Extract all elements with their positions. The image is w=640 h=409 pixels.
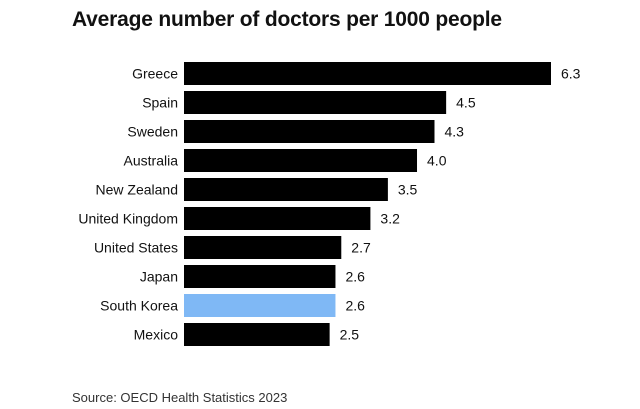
category-label: Sweden	[127, 124, 178, 140]
value-label: 4.5	[456, 95, 476, 111]
value-label: 2.5	[340, 327, 360, 343]
bar	[184, 62, 551, 85]
bar	[184, 178, 388, 201]
category-label: New Zealand	[96, 182, 179, 198]
value-label: 4.0	[427, 153, 447, 169]
chart-title: Average number of doctors per 1000 peopl…	[72, 8, 502, 31]
source-note: Source: OECD Health Statistics 2023	[72, 390, 288, 405]
category-label: Japan	[140, 269, 178, 285]
bar	[184, 120, 435, 143]
category-label: Spain	[142, 95, 178, 111]
value-label: 6.3	[561, 66, 581, 82]
bar	[184, 265, 336, 288]
bar	[184, 149, 418, 172]
value-label: 3.2	[380, 211, 400, 227]
value-label: 3.5	[398, 182, 418, 198]
category-label: South Korea	[100, 298, 178, 314]
bar	[184, 91, 447, 114]
category-label: United Kingdom	[78, 211, 178, 227]
category-label: Greece	[132, 66, 178, 82]
value-label: 2.6	[345, 269, 365, 285]
value-label: 2.7	[351, 240, 371, 256]
bar	[184, 236, 342, 259]
category-label: United States	[94, 240, 178, 256]
category-label: Australia	[124, 153, 179, 169]
value-label: 2.6	[345, 298, 365, 314]
bar	[184, 207, 371, 230]
value-label: 4.3	[444, 124, 464, 140]
bars-group: Greece 6.3 Spain 4.5 Sweden 4.3 Australia 4.0 Ne…	[78, 62, 581, 346]
category-label: Mexico	[134, 327, 179, 343]
bar	[184, 294, 336, 317]
bar	[184, 323, 330, 346]
